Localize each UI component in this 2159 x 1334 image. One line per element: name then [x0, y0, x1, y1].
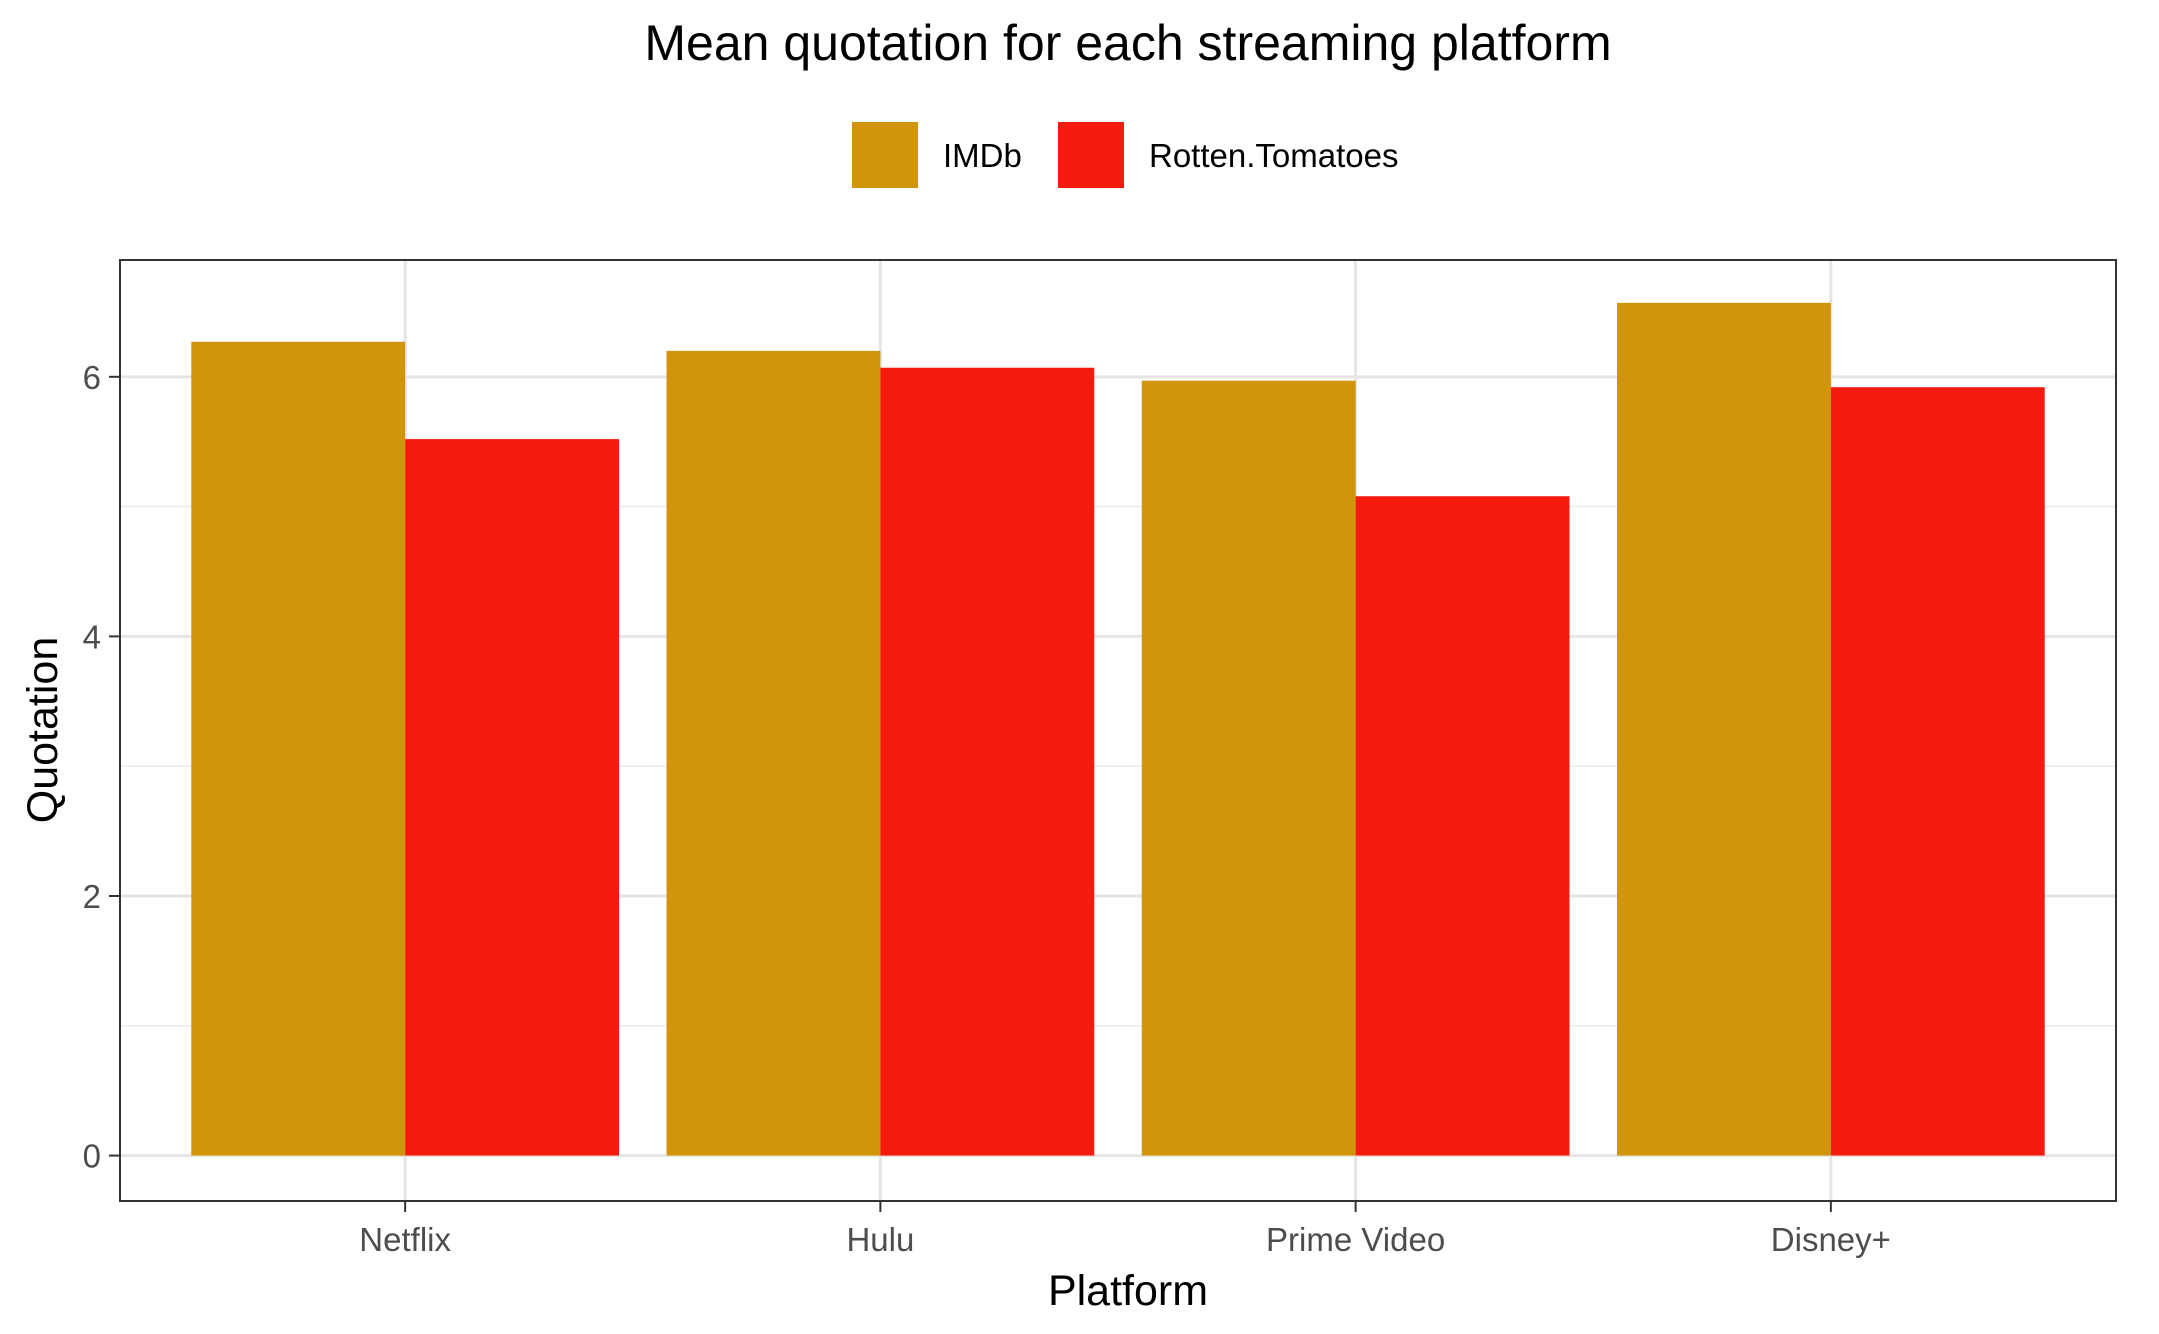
x-tick-label: Prime Video	[1266, 1221, 1445, 1258]
y-tick-label: 0	[83, 1138, 101, 1175]
x-tick-label: Disney+	[1771, 1221, 1891, 1258]
legend: IMDb Rotten.Tomatoes	[852, 122, 1398, 188]
legend-swatch-imdb	[852, 122, 918, 188]
legend-label-imdb: IMDb	[943, 137, 1022, 174]
y-axis: 0 2 4 6	[83, 359, 120, 1175]
x-tick-label: Netflix	[359, 1221, 451, 1258]
panel-border	[119, 259, 2117, 1202]
bar-rotten-tomatoes-hulu	[880, 367, 1095, 1156]
bar-imdb-disney-	[1617, 302, 1831, 1156]
y-axis-title: Quotation	[19, 637, 67, 823]
legend-swatch-rotten-tomatoes	[1058, 122, 1124, 188]
x-axis-title: Platform	[1048, 1267, 1208, 1315]
x-tick-label: Hulu	[846, 1221, 914, 1258]
bar-rotten-tomatoes-netflix	[405, 439, 619, 1156]
y-tick-label: 2	[83, 878, 101, 915]
chart-title: Mean quotation for each streaming platfo…	[644, 15, 1611, 71]
x-axis: Netflix Hulu Prime Video Disney+	[359, 1201, 1891, 1258]
bar-imdb-prime-video	[1141, 380, 1356, 1156]
plot-panel	[119, 259, 2117, 1202]
y-tick-label: 6	[83, 359, 101, 396]
bar-imdb-netflix	[191, 341, 406, 1156]
y-tick-label: 4	[83, 618, 101, 655]
bar-rotten-tomatoes-prime-video	[1355, 496, 1570, 1156]
bars	[191, 302, 2045, 1156]
bar-rotten-tomatoes-disney-	[1830, 387, 2045, 1156]
legend-label-rotten-tomatoes: Rotten.Tomatoes	[1149, 137, 1398, 174]
bar-imdb-hulu	[666, 350, 881, 1156]
